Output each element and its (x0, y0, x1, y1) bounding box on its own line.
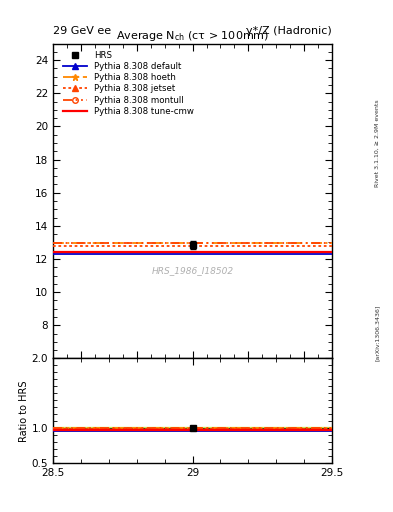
Text: HRS_1986_I18502: HRS_1986_I18502 (152, 266, 233, 275)
Title: Average $\mathregular{N_{ch}}$ ($\mathregular{c\tau}$ > 100mm): Average $\mathregular{N_{ch}}$ ($\mathre… (116, 29, 269, 44)
Bar (53, 426, 332, 430)
Text: 29 GeV ee: 29 GeV ee (53, 26, 111, 36)
Text: Rivet 3.1.10, ≥ 2.9M events: Rivet 3.1.10, ≥ 2.9M events (375, 99, 380, 187)
Text: [arXiv:1306.3436]: [arXiv:1306.3436] (375, 305, 380, 361)
Y-axis label: Ratio to HRS: Ratio to HRS (19, 380, 29, 442)
Legend: HRS, Pythia 8.308 default, Pythia 8.308 hoeth, Pythia 8.308 jetset, Pythia 8.308: HRS, Pythia 8.308 default, Pythia 8.308 … (63, 51, 194, 116)
Text: γ*/Z (Hadronic): γ*/Z (Hadronic) (246, 26, 332, 36)
